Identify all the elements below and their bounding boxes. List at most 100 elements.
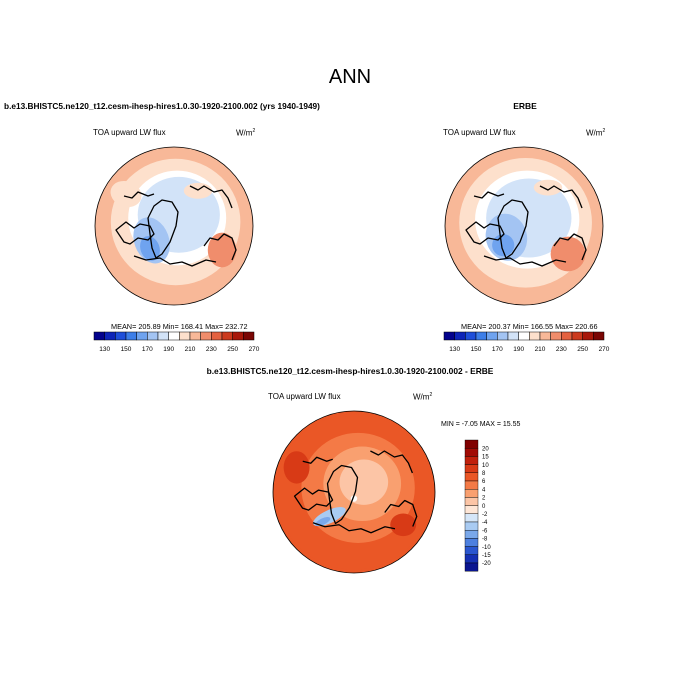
- colorbar-box: [464, 562, 479, 572]
- coastline: [189, 185, 233, 209]
- colorbar-box: [497, 331, 509, 341]
- colorbar-box: [550, 331, 562, 341]
- colorbar-box: [464, 439, 479, 449]
- field-region: [390, 513, 417, 537]
- colorbar-box: [464, 538, 479, 547]
- colorbar-tick-label: 190: [513, 346, 524, 353]
- panel2-units: W/m2: [586, 128, 605, 138]
- coastline: [312, 522, 396, 534]
- panel3-variable: TOA upward LW flux: [268, 392, 341, 401]
- map-erbe: [444, 146, 604, 306]
- colorbar-tick-label: 6: [482, 479, 486, 485]
- panel2-stats: MEAN= 200.37 Min= 166.55 Max= 220.66: [461, 322, 598, 331]
- panel1-units-base: W/m: [236, 128, 253, 138]
- panel1-stats: MEAN= 205.89 Min= 168.41 Max= 232.72: [111, 322, 248, 331]
- colorbar-box: [125, 331, 137, 341]
- colorbar-tick-label: -20: [482, 561, 491, 567]
- panel1-units: W/m2: [236, 128, 255, 138]
- field-region: [207, 232, 237, 268]
- map-field: [95, 147, 253, 305]
- panel2-units-sup: 2: [602, 128, 606, 134]
- colorbar-tick-label: 0: [482, 504, 486, 510]
- colorbar-box: [136, 331, 148, 341]
- colorbar-model: 130 150 170 190 210 230 250 270: [93, 331, 260, 353]
- colorbar-tick-label: 270: [599, 346, 610, 353]
- coastline: [133, 255, 217, 267]
- colorbar-box: [464, 456, 479, 465]
- colorbar-box: [93, 331, 105, 341]
- colorbar-tick-label: 10: [482, 463, 489, 469]
- colorbar-tick-label: 4: [482, 487, 486, 493]
- colorbar-tick-label: 230: [206, 346, 217, 353]
- colorbar-box: [464, 505, 479, 514]
- colorbar-box: [115, 331, 127, 341]
- colorbar-box: [518, 331, 530, 341]
- colorbar-box: [454, 331, 466, 341]
- colorbar-tick-label: 130: [449, 346, 460, 353]
- colorbar-box: [593, 331, 605, 341]
- main-title: ANN: [328, 66, 372, 88]
- colorbar-box: [464, 529, 479, 539]
- colorbar-box: [507, 331, 519, 341]
- colorbar-box: [465, 331, 477, 341]
- coastline: [326, 464, 359, 525]
- field-region: [283, 451, 310, 484]
- colorbar-box: [200, 331, 212, 341]
- colorbar-tick-label: -15: [482, 553, 491, 559]
- colorbar-tick-label: 190: [163, 346, 174, 353]
- map-difference: [272, 410, 436, 574]
- colorbar-box: [561, 331, 573, 341]
- coastline: [370, 450, 414, 474]
- field-region: [339, 459, 389, 505]
- map-boundary: [94, 146, 254, 306]
- panel2-units-base: W/m: [586, 128, 603, 138]
- colorbar-tick-label: 130: [99, 346, 110, 353]
- colorbar-tick-label: 2: [482, 496, 486, 502]
- coastline: [123, 191, 155, 199]
- colorbar-tick-label: -8: [482, 537, 488, 543]
- coastline: [497, 199, 529, 259]
- field-region: [550, 236, 586, 272]
- colorbar-erbe: 130 150 170 190 210 230 250 270: [443, 331, 610, 353]
- panel1-variable: TOA upward LW flux: [93, 128, 166, 137]
- colorbar-tick-label: -2: [482, 512, 488, 518]
- coastline: [553, 233, 587, 261]
- field-region: [533, 179, 563, 196]
- colorbar-tick-label: 210: [185, 346, 196, 353]
- colorbar-box: [475, 331, 487, 341]
- panel1-heading: b.e13.BHISTC5.ne120_t12.cesm-ihesp-hires…: [4, 101, 320, 111]
- colorbar-box: [529, 331, 541, 341]
- colorbar-box: [147, 331, 159, 341]
- colorbar-box: [211, 331, 223, 341]
- field-region: [183, 182, 213, 199]
- colorbar-box: [464, 521, 479, 531]
- coastline: [465, 221, 505, 245]
- colorbar-tick-label: 150: [471, 346, 482, 353]
- colorbar-box: [464, 497, 479, 506]
- colorbar-box: [157, 331, 169, 341]
- colorbar-tick-label: -10: [482, 545, 491, 551]
- colorbar-tick-label: -4: [482, 520, 488, 526]
- colorbar-box: [464, 554, 479, 564]
- colorbar-box: [464, 464, 479, 474]
- colorbar-box: [486, 331, 498, 341]
- colorbar-box: [443, 331, 455, 341]
- field-region: [110, 180, 142, 208]
- colorbar-box: [168, 331, 180, 341]
- map-boundary: [272, 410, 436, 574]
- colorbar-box: [243, 331, 255, 341]
- colorbar-tick-label: 15: [482, 455, 489, 461]
- colorbar-box: [464, 489, 479, 498]
- colorbar-box: [464, 480, 479, 490]
- colorbar-tick-label: -6: [482, 528, 488, 534]
- coastline: [293, 487, 334, 511]
- coastline: [147, 199, 179, 259]
- colorbar-box: [464, 472, 479, 482]
- map-model: [94, 146, 254, 306]
- colorbar-tick-label: 150: [121, 346, 132, 353]
- coastline: [483, 255, 567, 267]
- colorbar-tick-label: 250: [577, 346, 588, 353]
- coastline: [384, 499, 418, 527]
- colorbar-box: [539, 331, 551, 341]
- colorbar-box: [464, 546, 479, 555]
